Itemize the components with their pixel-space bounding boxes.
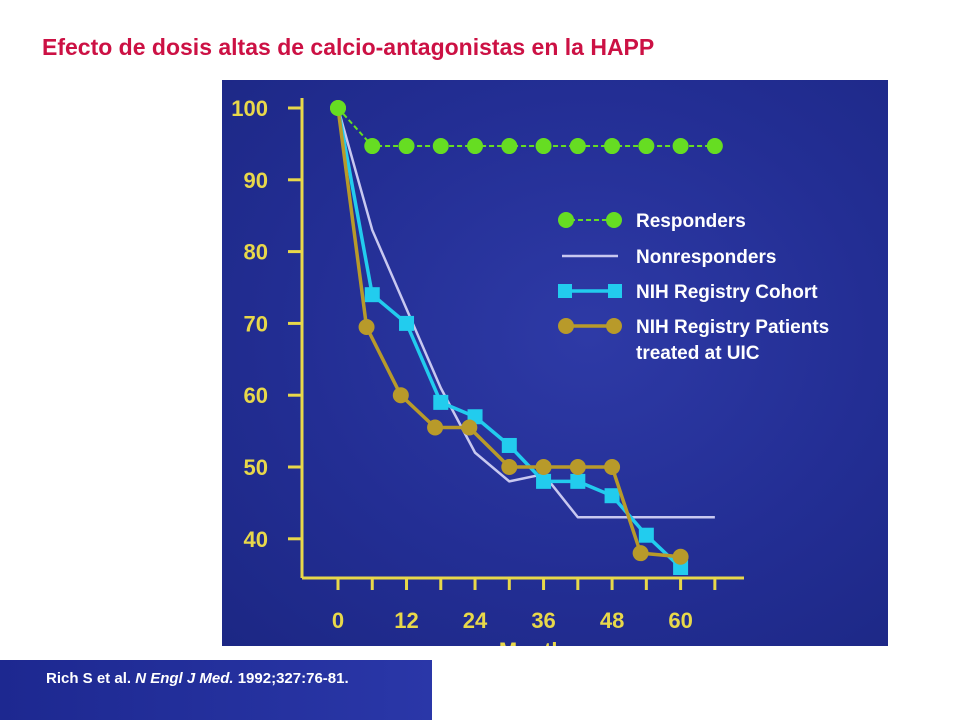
data-point <box>535 138 552 155</box>
data-point <box>399 315 415 331</box>
series-line <box>337 107 715 148</box>
data-point <box>536 473 552 489</box>
data-point <box>358 318 375 335</box>
data-point <box>392 387 409 404</box>
legend-label: treated at UIC <box>636 343 760 364</box>
data-point <box>501 437 517 453</box>
legend-marker <box>558 212 574 228</box>
data-point <box>706 138 723 155</box>
data-point <box>398 138 415 155</box>
chart-legend: Responders Nonresponders NIH Registry Coho… <box>558 211 829 364</box>
series-line <box>336 107 681 559</box>
survival-chart: 40 50 60 70 80 90 100 0 12 24 36 48 60 Months Respond… <box>222 80 888 646</box>
citation-authors: Rich S et al. <box>46 670 132 687</box>
data-point <box>427 419 444 436</box>
series-nih-registry-patients-treated-at-uic <box>330 100 689 565</box>
legend-label: NIH Registry Cohort <box>636 282 818 303</box>
legend-item: NIH Registry Cohort <box>558 282 818 303</box>
legend-item: Nonresponders <box>562 247 776 268</box>
y-tick-label: 70 <box>244 311 268 336</box>
series-nih-registry-cohort <box>336 107 689 576</box>
data-point <box>604 488 620 504</box>
data-point <box>604 459 621 475</box>
data-point <box>638 527 654 543</box>
legend-marker <box>608 284 622 298</box>
y-tick-label: 80 <box>244 240 268 265</box>
series-line <box>336 107 682 569</box>
legend-label: Nonresponders <box>636 247 776 268</box>
chart-series-layer <box>330 100 723 576</box>
slide-title: Efecto de dosis altas de calcio-antagoni… <box>42 34 655 60</box>
legend-marker <box>606 212 622 228</box>
data-point <box>632 545 649 562</box>
citation-bar: Rich S et al. N Engl J Med. 1992;327:76-… <box>0 660 432 720</box>
legend-label: Responders <box>636 211 746 232</box>
citation-text: Rich S et al. N Engl J Med. 1992;327:76-… <box>46 670 349 687</box>
legend-label: NIH Registry Patients <box>636 317 829 338</box>
data-point <box>501 138 518 155</box>
y-tick-label: 90 <box>244 168 268 193</box>
data-point <box>535 459 552 475</box>
data-point <box>569 459 586 475</box>
x-tick-label: 24 <box>463 608 488 633</box>
series-line <box>336 107 715 519</box>
data-point <box>672 138 689 155</box>
legend-item: Responders <box>558 211 746 232</box>
data-point <box>364 138 381 155</box>
y-tick-label: 50 <box>244 455 268 480</box>
x-tick-label: 36 <box>531 608 555 633</box>
x-tick-label: 12 <box>394 608 418 633</box>
x-axis-label: Months <box>499 638 577 646</box>
legend-item: NIH Registry Patients treated at UIC <box>558 317 829 364</box>
citation-journal: N Engl J Med. <box>135 670 234 687</box>
data-point <box>604 138 621 155</box>
legend-marker <box>558 318 574 334</box>
data-point <box>672 548 689 565</box>
data-point <box>638 138 655 155</box>
series-responders <box>330 100 723 155</box>
y-tick-label: 60 <box>244 383 268 408</box>
y-tick-label: 40 <box>244 527 268 552</box>
data-point <box>330 100 346 116</box>
chart-canvas: 40 50 60 70 80 90 100 0 12 24 36 48 60 Months Respond… <box>231 96 829 646</box>
series-nonresponders <box>336 107 715 519</box>
data-point <box>432 138 449 155</box>
data-point <box>461 419 478 436</box>
data-point <box>570 473 586 489</box>
citation-reference: 1992;327:76-81. <box>237 670 349 687</box>
data-point <box>569 138 586 155</box>
legend-marker <box>606 318 622 334</box>
x-tick-label: 60 <box>668 608 692 633</box>
x-tick-label: 48 <box>600 608 624 633</box>
x-tick-label: 0 <box>332 608 344 633</box>
data-point <box>501 459 518 475</box>
data-point <box>364 287 380 303</box>
y-tick-label: 100 <box>231 96 268 121</box>
data-point <box>433 394 449 410</box>
chart-axes: 40 50 60 70 80 90 100 0 12 24 36 48 60 Months <box>231 96 744 646</box>
data-point <box>467 138 484 155</box>
legend-marker <box>558 284 572 298</box>
